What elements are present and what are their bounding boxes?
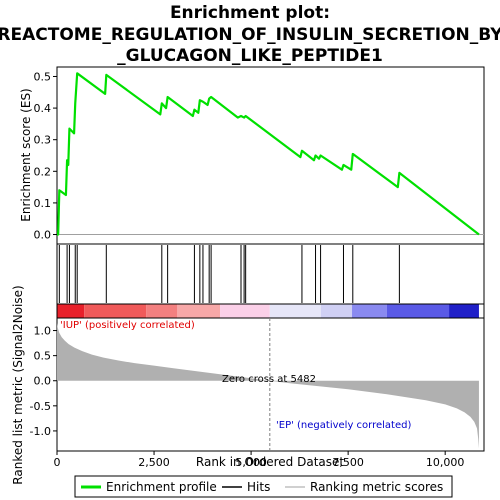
color-bar-segment [320,304,353,318]
correlation-color-bar [56,303,485,319]
x-tick-label: 10,000 [426,456,465,469]
es-tick-label: 0.5 [34,70,52,83]
hits-panel [56,243,485,305]
es-tick-label: 0.2 [34,165,52,178]
rank-panel-frame [56,317,485,452]
rank-tick-label: -1.0 [30,425,51,438]
rank-axis-label: Ranked list metric (Signal2Noise) [11,285,25,484]
rank-panel: 1.0 0.5 0.0 -0.5 -1.0 0 2,500 5,000 7,500 10,000 [30,317,485,469]
x-tick-label: 5,000 [235,456,267,469]
rank-tick-label: -0.5 [30,400,51,413]
chart-title-line1: Enrichment plot: [170,3,330,23]
legend-metric-label: Ranking metric scores [310,480,443,494]
x-tick-label: 0 [54,456,61,469]
neg-correlated-label: 'EP' (negatively correlated) [276,420,411,431]
rank-tick-label: 0.5 [34,350,52,363]
zero-cross-label: Zero cross at 5482 [222,374,316,385]
es-axis-label: Enrichment score (ES) [19,88,33,221]
x-tick-label: 7,500 [332,456,364,469]
color-bar-segment [57,304,85,318]
legend: Enrichment profile Hits Ranking metric s… [74,475,453,498]
color-bar-segment [269,304,321,318]
es-tick-label: 0.4 [34,102,52,115]
color-bar-segment [386,304,450,318]
legend-profile-label: Enrichment profile [106,480,217,494]
color-bar-segment [177,304,221,318]
rank-tick-label: 0.0 [34,375,52,388]
x-tick-label: 2,500 [138,456,170,469]
es-tick-label: 0.3 [34,134,52,147]
es-panel: 0.0 0.1 0.2 0.3 0.4 0.5 [34,66,485,245]
color-bar-segment [449,304,479,318]
es-tick-label: 0.0 [34,229,52,242]
color-bar-segment [146,304,178,318]
pos-correlated-label: 'IUP' (positively correlated) [60,320,195,331]
enrichment-profile-line [57,72,480,236]
legend-box [74,475,453,498]
chart-title-line3: _GLUCAGON_LIKE_PEPTIDE1 [117,46,383,66]
chart-title-line2: REACTOME_REGULATION_OF_INSULIN_SECRETION… [0,25,500,45]
rank-tick-label: 1.0 [34,325,52,338]
x-axis-label: Rank in Ordered Dataset [196,455,344,469]
color-bar-segment [220,304,270,318]
ranking-metric-area [57,323,479,449]
legend-hits-label: Hits [247,480,270,494]
color-bar-segment [84,304,147,318]
es-tick-label: 0.1 [34,197,52,210]
color-bar-segment [352,304,387,318]
